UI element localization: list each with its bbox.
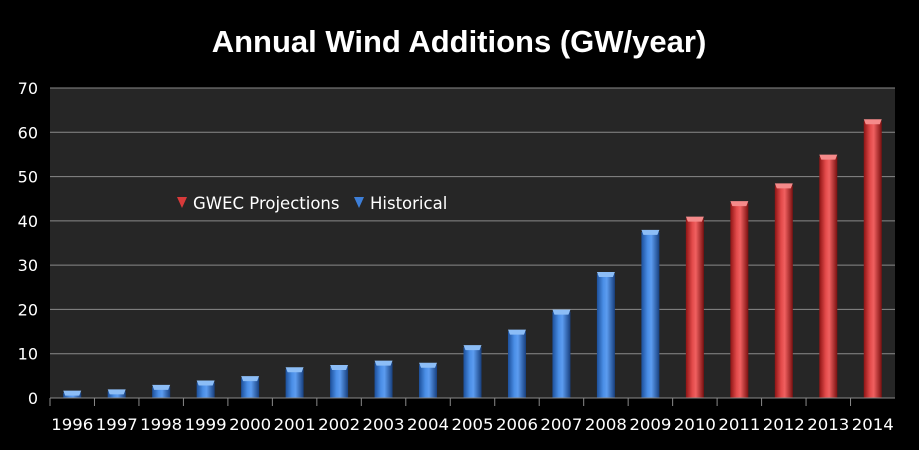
bar-body xyxy=(419,364,438,398)
x-tick-label: 2003 xyxy=(363,415,405,434)
bar-body xyxy=(507,331,526,398)
bar-2013 xyxy=(819,154,838,398)
bar-2012 xyxy=(774,183,793,398)
x-tick-label: 2002 xyxy=(318,415,360,434)
bar-cap xyxy=(330,365,349,370)
x-tick-label: 2006 xyxy=(496,415,538,434)
y-axis: 0 10 20 30 40 50 60 70 xyxy=(18,79,38,408)
bar-2005 xyxy=(463,345,482,398)
legend-marker-gwec-projections xyxy=(177,197,187,208)
bar-1998 xyxy=(152,384,171,398)
bar-cap xyxy=(774,183,793,189)
bar-body xyxy=(863,121,882,398)
legend-marker-historical xyxy=(354,197,364,208)
bar-body xyxy=(552,311,571,398)
bar-cap xyxy=(241,376,260,382)
y-tick-label: 50 xyxy=(18,168,38,187)
bar-2014 xyxy=(863,119,882,398)
y-tick-label: 60 xyxy=(18,123,38,142)
bar-2002 xyxy=(330,365,349,398)
bar-cap xyxy=(152,384,171,390)
legend: GWEC Projections Historical xyxy=(177,194,447,213)
bar-body xyxy=(819,156,838,398)
y-tick-label: 20 xyxy=(18,300,38,319)
y-tick-label: 40 xyxy=(18,212,38,231)
y-tick-label: 30 xyxy=(18,256,38,275)
x-tick-label: 2000 xyxy=(229,415,271,434)
bar-2010 xyxy=(685,216,704,398)
bar-cap xyxy=(596,272,615,277)
x-tick-label: 1996 xyxy=(51,415,93,434)
bar-body xyxy=(463,347,482,398)
bar-body xyxy=(374,362,393,398)
y-tick-label: 70 xyxy=(18,79,38,98)
legend-label-gwec-projections: GWEC Projections xyxy=(193,194,339,213)
bar-2011 xyxy=(730,201,749,398)
bar-body xyxy=(196,382,215,398)
x-tick-label: 2007 xyxy=(540,415,582,434)
chart-title: Annual Wind Additions (GW/year) xyxy=(212,24,707,59)
bar-cap xyxy=(374,360,393,366)
bar-body xyxy=(730,203,749,398)
x-tick-label: 2010 xyxy=(674,415,716,434)
bar-1997 xyxy=(107,389,126,398)
bar-2003 xyxy=(374,360,393,398)
grid-lines xyxy=(50,87,895,355)
x-tick-label: 2005 xyxy=(452,415,494,434)
bar-cap xyxy=(863,119,882,125)
bar-2007 xyxy=(552,309,571,398)
y-tick-label: 10 xyxy=(18,345,38,364)
bar-body xyxy=(774,185,793,398)
x-tick-label: 2014 xyxy=(852,415,894,434)
x-tick-label: 2004 xyxy=(407,415,449,434)
bar-body xyxy=(285,369,304,398)
bar-cap xyxy=(819,154,838,160)
x-tick-label: 2012 xyxy=(763,415,805,434)
bar-cap xyxy=(463,345,482,351)
bar-cap xyxy=(196,380,215,386)
bar-body xyxy=(596,274,615,398)
bar-2001 xyxy=(285,367,304,398)
bar-2006 xyxy=(507,329,526,398)
bar-body xyxy=(152,386,171,398)
bar-body xyxy=(641,231,660,398)
bar-cap xyxy=(685,216,704,222)
bar-body xyxy=(241,378,260,398)
x-tick-label: 2013 xyxy=(807,415,849,434)
bar-1996 xyxy=(63,390,82,398)
x-tick-label: 2011 xyxy=(718,415,760,434)
x-tick-label: 2001 xyxy=(274,415,316,434)
bar-cap xyxy=(552,309,571,315)
bar-cap xyxy=(730,201,749,207)
bar-body xyxy=(330,367,349,398)
bar-cap xyxy=(641,229,660,235)
x-tick-label: 2008 xyxy=(585,415,627,434)
bar-body xyxy=(685,218,704,398)
x-tick-label: 1999 xyxy=(185,415,227,434)
bar-cap xyxy=(63,390,82,396)
bar-cap xyxy=(507,329,526,335)
bar-1999 xyxy=(196,380,215,398)
bar-2000 xyxy=(241,376,260,398)
x-tick-label: 1998 xyxy=(140,415,182,434)
x-tick-label: 2009 xyxy=(629,415,671,434)
bar-2004 xyxy=(419,362,438,398)
bar-cap xyxy=(285,367,304,373)
y-tick-label: 0 xyxy=(28,389,38,408)
bars xyxy=(63,119,882,398)
bar-2008 xyxy=(596,272,615,398)
legend-label-historical: Historical xyxy=(370,194,447,213)
x-axis: 1996 1997 1998 1999 2000 2001 2002 2003 2004 2005… xyxy=(49,397,895,434)
bar-2009 xyxy=(641,229,660,398)
x-tick-label: 1997 xyxy=(96,415,138,434)
bar-cap xyxy=(107,389,126,395)
bar-body xyxy=(107,391,126,398)
bar-cap xyxy=(419,362,438,368)
